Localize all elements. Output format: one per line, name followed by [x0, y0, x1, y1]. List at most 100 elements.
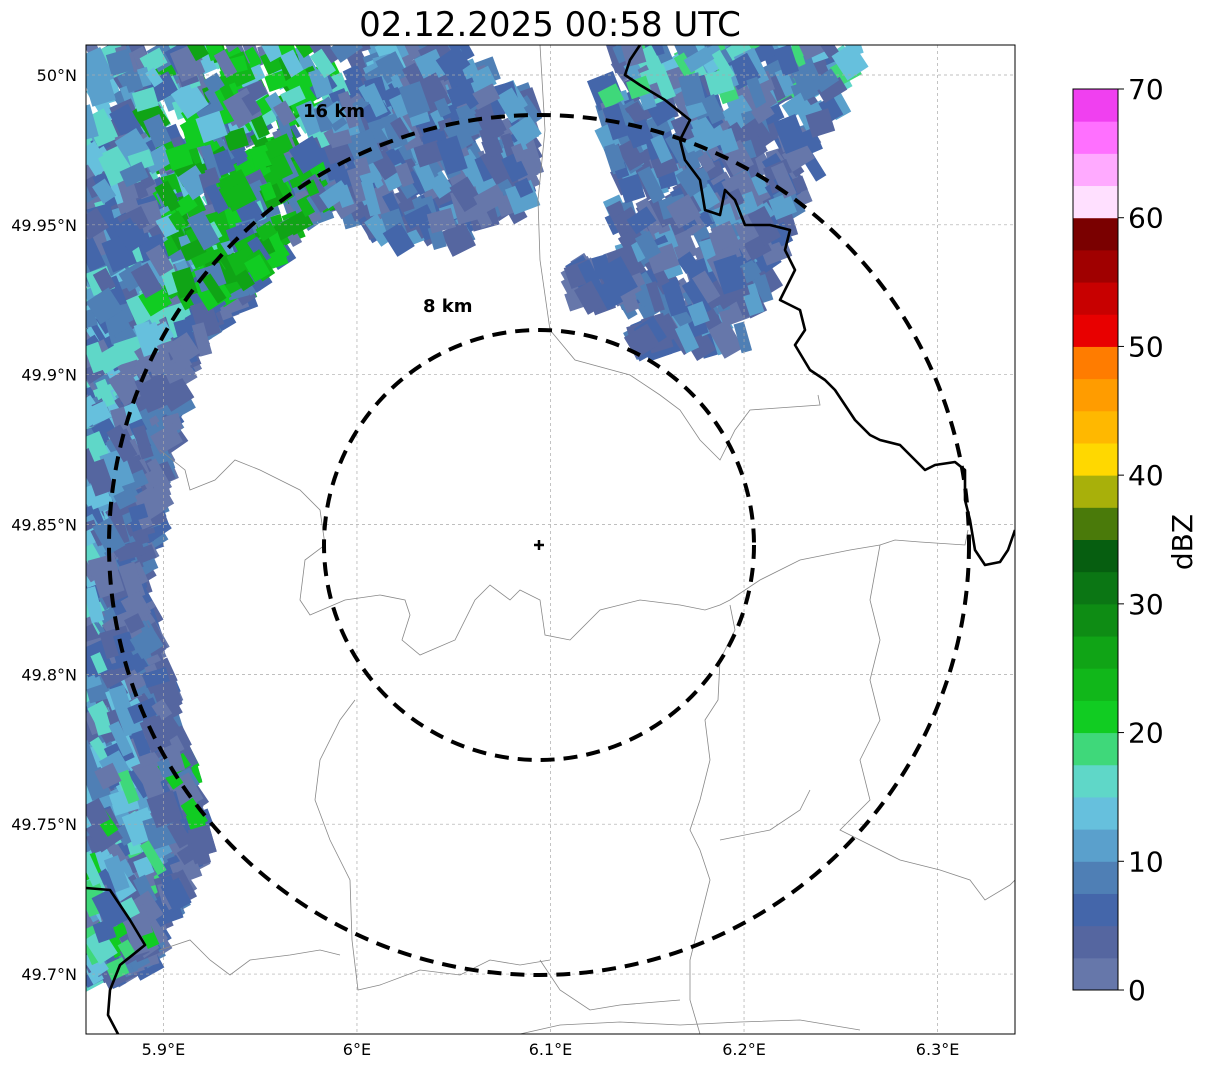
echo-cell [169, 345, 193, 372]
echo-cell [140, 466, 166, 490]
echo-cell [92, 178, 117, 205]
echo-cell [86, 739, 99, 776]
echo-cell [86, 287, 124, 325]
echo-cell [241, 92, 262, 116]
echo-cell [264, 133, 294, 159]
echo-cell [781, 140, 815, 172]
echo-cell [116, 769, 140, 805]
echo-cell [108, 508, 130, 545]
echo-cell [666, 194, 702, 229]
colorbar-segment [1073, 893, 1118, 927]
echo-cell [129, 626, 164, 660]
echo-cell [337, 91, 360, 129]
admin-borders [159, 45, 1015, 1034]
colorbar-segment [1073, 378, 1118, 412]
echo-cell [791, 175, 808, 194]
echo-cell [751, 101, 775, 124]
echo-cell [673, 52, 696, 78]
colorbar-tick-label: 60 [1128, 202, 1164, 235]
echo-cell [398, 81, 431, 119]
echo-cell [443, 118, 475, 152]
echo-cell [227, 182, 251, 207]
echo-cell [626, 206, 657, 235]
echo-cell [118, 561, 146, 601]
echo-cell [670, 115, 695, 144]
colorbar-tick-label: 0 [1128, 974, 1146, 1007]
echo-cell [103, 855, 130, 893]
colorbar-segment [1073, 282, 1118, 315]
colorbar-segment [1073, 507, 1118, 540]
echo-cell [805, 108, 836, 138]
echo-cell [255, 220, 278, 242]
echo-cell [650, 134, 673, 164]
echo-cell [165, 143, 194, 171]
admin-border [689, 604, 736, 1034]
echo-cell [479, 127, 495, 148]
echo-cell [617, 45, 647, 68]
echo-cell [143, 113, 172, 149]
colorbar-segment [1073, 668, 1118, 701]
echo-cell [139, 47, 168, 74]
echo-cell [152, 368, 195, 412]
echo-cell [774, 67, 797, 97]
colorbar-segment [1073, 153, 1118, 187]
echo-cell [773, 114, 808, 154]
echo-cell [426, 207, 457, 234]
echo-cell [746, 76, 767, 109]
echo-cell [760, 239, 793, 266]
echo-cell [170, 79, 209, 119]
echo-cell [323, 100, 347, 125]
echo-cell [139, 840, 167, 876]
admin-border [719, 789, 811, 841]
echo-cell [612, 206, 642, 235]
echo-cell [177, 165, 211, 201]
echo-cell [813, 68, 840, 93]
echo-cell [678, 72, 706, 107]
ring-label-8km: 8 km [423, 296, 473, 317]
echo-cell [288, 135, 327, 174]
echo-cell [577, 259, 604, 294]
colorbar-segment [1073, 829, 1118, 862]
echo-cell [86, 928, 118, 965]
lat-tick-label: 49.7°N [21, 965, 77, 984]
echo-cell [595, 279, 624, 311]
echo-cell [676, 251, 700, 274]
colorbar-segment [1073, 314, 1118, 347]
colorbar-segment [1073, 957, 1118, 991]
echo-cell [168, 210, 187, 231]
lat-tick-label: 49.95°N [11, 216, 77, 235]
lat-tick-label: 49.85°N [11, 516, 77, 535]
echo-cell [146, 790, 183, 829]
echo-cell [710, 220, 740, 251]
echo-cell [166, 819, 192, 849]
echo-cell [113, 487, 138, 510]
echo-cell [119, 83, 140, 110]
echo-cell [139, 321, 167, 350]
echo-cell [191, 322, 213, 357]
echo-cell [637, 166, 666, 204]
echo-cell [295, 100, 324, 137]
echo-cell [634, 230, 661, 261]
echo-cell [201, 273, 227, 304]
echo-cell [172, 193, 198, 217]
echo-cell [308, 45, 339, 69]
echo-cell [124, 613, 145, 634]
colorbar-segment [1073, 89, 1118, 122]
admin-border [519, 1019, 861, 1034]
echo-cell [133, 362, 152, 384]
echo-cell [434, 97, 452, 118]
lat-tick-label: 49.75°N [11, 815, 77, 834]
echo-cell [501, 151, 528, 183]
echo-cell [86, 530, 103, 568]
echo-cell [92, 267, 116, 294]
echo-cell [390, 117, 411, 140]
range-ring-8km [322, 328, 756, 762]
lon-tick-label: 5.9°E [142, 1040, 186, 1059]
range-ring-16km [107, 113, 971, 977]
echo-cell [382, 222, 415, 257]
echo-cell [89, 736, 112, 764]
echo-cell [716, 127, 739, 155]
echo-cell [86, 458, 115, 497]
echo-cell [413, 160, 439, 193]
echo-cell [687, 301, 710, 327]
